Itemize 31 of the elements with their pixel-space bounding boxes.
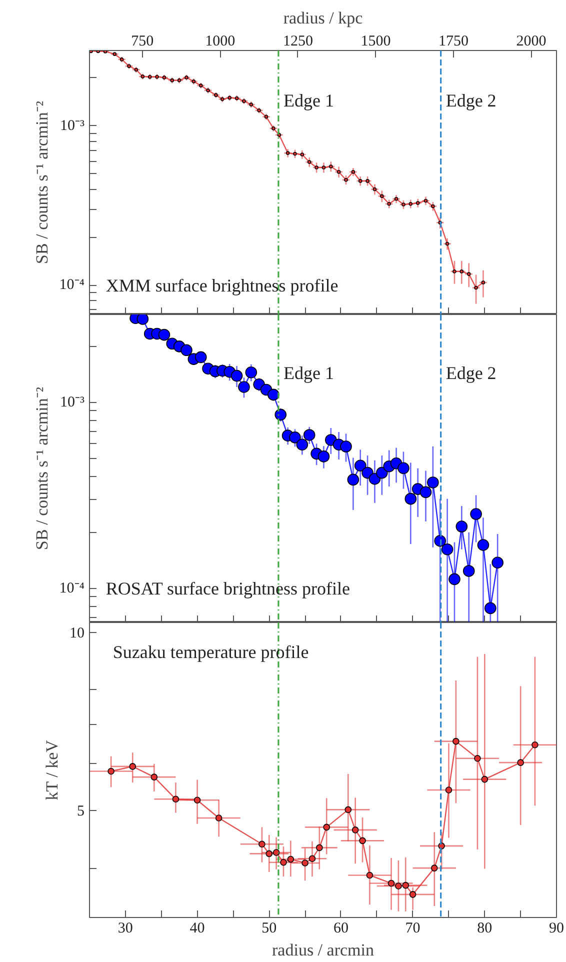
x-tick-label: 50: [262, 920, 277, 936]
annotation: Suzaku temperature profile: [112, 642, 309, 662]
y-tick-label: 5: [77, 804, 84, 820]
x2-tick-label: 1000: [205, 34, 236, 50]
x-tick-label: 80: [477, 920, 492, 936]
x-tick-label: 40: [190, 920, 205, 936]
ref-line-label: Edge 1: [283, 363, 334, 384]
y-tick-label: 10⁻⁴: [59, 580, 85, 596]
x-tick-label: 90: [549, 920, 564, 936]
y-tick-label: 10⁻⁴: [59, 277, 85, 294]
y-tick-label: 10: [70, 626, 84, 642]
x2-tick-label: 1500: [360, 34, 391, 50]
y-axis-title: SB / counts s⁻¹ arcmin⁻²: [32, 387, 52, 550]
ref-line-label: Edge 2: [446, 363, 496, 384]
x2-tick-label: 750: [131, 34, 154, 50]
annotation: ROSAT surface brightness profile: [106, 578, 350, 599]
x-tick-label: 60: [333, 920, 348, 936]
x2-tick-label: 2000: [516, 34, 546, 50]
x2-tick-label: 1750: [438, 34, 469, 50]
y-axis-title: SB / counts s⁻¹ arcmin⁻²: [32, 101, 52, 264]
y-tick-label: 10⁻³: [60, 394, 86, 410]
x-tick-label: 70: [405, 920, 420, 936]
ref-line-label: Edge 1: [283, 90, 334, 111]
y-axis-title: kT / keV: [42, 739, 62, 800]
y-tick-label: 10⁻³: [60, 118, 86, 134]
annotation: XMM surface brightness profile: [106, 275, 338, 296]
x-axis-title: radius / arcmin: [272, 940, 374, 960]
ref-line-label: Edge 2: [446, 90, 496, 111]
x2-tick-label: 1250: [282, 34, 313, 50]
x-tick-label: 30: [118, 920, 133, 936]
x2-axis-title: radius / kpc: [283, 8, 364, 28]
